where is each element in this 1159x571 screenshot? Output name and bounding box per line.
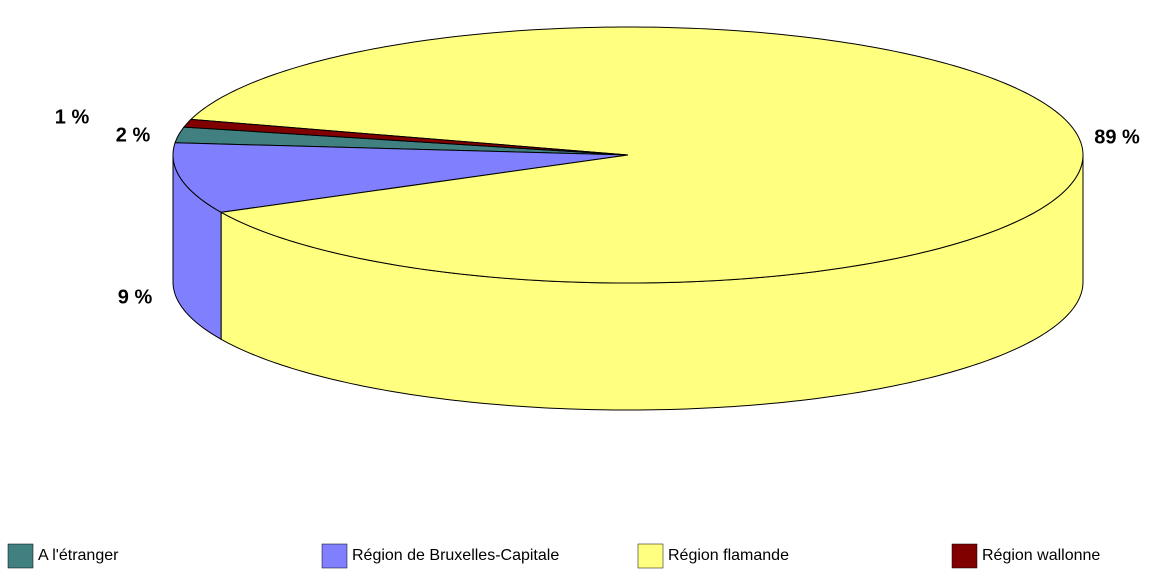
legend-label: Région wallonne	[982, 547, 1100, 564]
legend-label: Région flamande	[668, 547, 789, 564]
value-label: 89 %	[1094, 126, 1140, 148]
legend-label: Région de Bruxelles-Capitale	[352, 547, 559, 564]
slice	[172, 142, 629, 213]
legend-swatch	[321, 543, 348, 569]
legend-swatch	[951, 543, 978, 569]
value-label: 9 %	[118, 286, 153, 308]
value-label: 1 %	[55, 106, 90, 128]
legend-label: A l'étranger	[38, 547, 119, 564]
legend-swatch	[637, 543, 664, 569]
slice	[189, 26, 1084, 284]
value-label: 2 %	[116, 124, 151, 146]
slice	[182, 118, 629, 156]
legend-swatch	[7, 543, 34, 569]
